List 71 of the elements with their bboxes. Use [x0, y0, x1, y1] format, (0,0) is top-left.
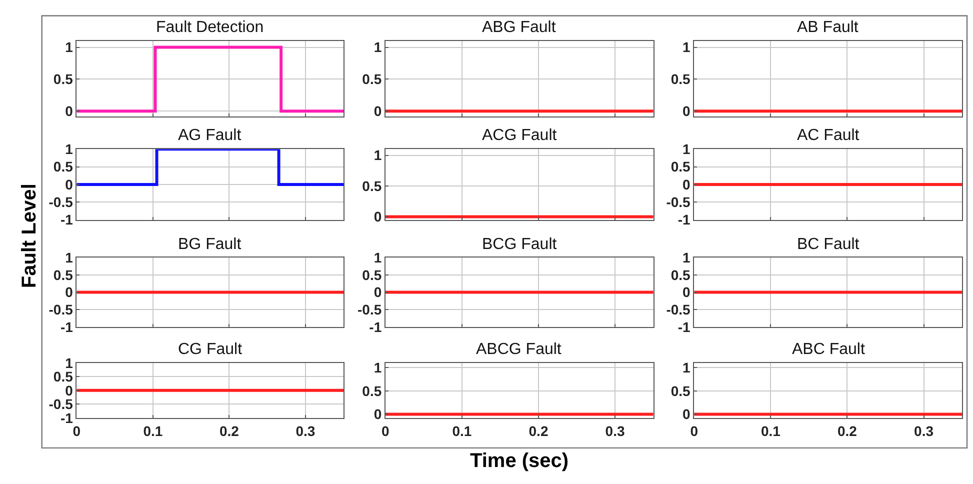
y-tick-label: 0 — [682, 406, 691, 422]
x-tick-label: 0.2 — [219, 422, 240, 439]
y-tick-label: 0.5 — [53, 368, 74, 385]
chart-title: ABCG Fault — [476, 341, 562, 358]
y-tick-label: -0.5 — [48, 194, 74, 210]
y-tick-label: 0.5 — [670, 158, 691, 175]
y-tick-label: 0 — [65, 284, 74, 300]
y-tick-label: 0 — [682, 103, 691, 120]
y-tick-label: 1 — [374, 147, 382, 164]
x-tick-label: 0.3 — [914, 422, 934, 439]
y-tick-label: 1 — [65, 39, 74, 56]
x-tick-label: 0.1 — [143, 422, 163, 439]
y-tick-label: 1 — [374, 249, 382, 266]
chart-title: Fault Detection — [156, 19, 264, 36]
y-tick-label: 0.5 — [670, 71, 691, 88]
y-tick-label: 0 — [65, 382, 74, 398]
y-tick-label: -0.5 — [666, 194, 691, 210]
y-axis-title: Fault Level — [18, 184, 41, 288]
chart-title: ACG Fault — [482, 127, 558, 144]
y-tick-label: 1 — [682, 39, 691, 56]
y-tick-label: 1 — [682, 249, 691, 266]
x-tick-label: 0.3 — [296, 422, 316, 439]
x-tick-label: 0.1 — [760, 422, 781, 439]
chart-title: BG Fault — [178, 236, 242, 253]
y-tick-label: 1 — [374, 359, 382, 376]
y-tick-label: 1 — [65, 354, 74, 371]
y-tick-label: 0 — [374, 103, 382, 120]
y-tick-label: 0.5 — [670, 266, 691, 283]
x-tick-label: 0.1 — [452, 422, 472, 439]
y-tick-label: 0.5 — [53, 266, 74, 283]
y-tick-label: -1 — [60, 212, 74, 228]
y-tick-label: -1 — [678, 318, 691, 335]
y-tick-label: 0 — [374, 284, 382, 300]
y-tick-label: -1 — [369, 318, 382, 335]
y-tick-label: 0.5 — [670, 382, 691, 399]
chart-title: ABG Fault — [482, 19, 556, 36]
y-tick-label: -1 — [60, 318, 74, 335]
y-tick-label: 0.5 — [362, 266, 382, 283]
y-tick-label: 1 — [682, 141, 691, 158]
y-tick-label: -1 — [678, 212, 691, 228]
y-tick-label: 0 — [65, 103, 74, 120]
y-tick-label: -0.5 — [666, 302, 691, 318]
chart-title: AC Fault — [797, 127, 860, 144]
y-tick-label: 0.5 — [362, 382, 382, 399]
y-tick-label: 0 — [682, 284, 691, 300]
y-tick-label: 1 — [65, 141, 74, 158]
y-tick-label: 0.5 — [53, 71, 74, 88]
y-tick-label: -0.5 — [358, 302, 382, 318]
y-tick-label: 0 — [374, 208, 382, 225]
chart-title: AG Fault — [178, 127, 242, 144]
chart-title: ABC Fault — [792, 341, 866, 358]
x-axis-title: Time (sec) — [470, 450, 569, 472]
y-tick-label: -0.5 — [48, 396, 74, 412]
y-tick-label: 1 — [682, 359, 691, 376]
x-tick-label: 0.2 — [837, 422, 858, 439]
y-tick-label: 0 — [682, 176, 691, 192]
chart-title: BCG Fault — [482, 236, 558, 253]
x-tick-label: 0.3 — [605, 422, 625, 439]
y-tick-label: 0.5 — [362, 178, 382, 194]
y-tick-label: 1 — [65, 249, 74, 266]
x-tick-label: 0.2 — [528, 422, 548, 439]
y-tick-label: 0 — [374, 406, 382, 422]
y-tick-label: 0.5 — [53, 158, 74, 175]
y-tick-label: 0 — [65, 176, 74, 192]
chart-title: CG Fault — [178, 341, 243, 358]
y-tick-label: 0.5 — [362, 71, 382, 88]
chart-title: AB Fault — [797, 19, 859, 36]
y-tick-label: -0.5 — [48, 302, 74, 318]
chart-title: BC Fault — [797, 236, 860, 253]
y-tick-label: -1 — [60, 410, 74, 426]
y-tick-label: 1 — [374, 39, 382, 56]
